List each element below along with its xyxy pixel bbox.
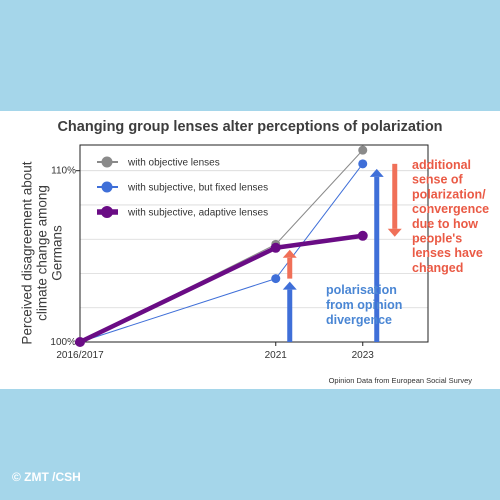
plot-frame [79, 144, 429, 343]
divergence-arrow-2023 [369, 168, 384, 342]
copyright-text: © ZMT /CSH [12, 470, 81, 484]
arrow-shaft [287, 289, 293, 342]
grid [80, 170, 428, 309]
series-line [79, 149, 364, 343]
data-point [358, 145, 368, 155]
lens-change-annotation-line: people's [412, 232, 462, 246]
arrow-head [282, 249, 297, 258]
arrow-head [387, 228, 402, 237]
lens-change-annotation-line: sense of [412, 173, 464, 187]
lens-change-annotation-line: additional [412, 158, 471, 172]
data-point [271, 274, 281, 284]
data-point [357, 230, 368, 241]
divergence-annotation-line: polarisation [326, 283, 397, 297]
series-lines [75, 145, 368, 347]
arrow-head [282, 281, 297, 290]
data-point [270, 242, 281, 253]
series-line [77, 233, 365, 345]
arrow-shaft [392, 163, 398, 229]
lens-change-arrow-2021 [282, 249, 297, 279]
y-tick-label: 100% [50, 337, 76, 348]
y-tick-label: 110% [51, 166, 76, 177]
data-point [75, 337, 85, 347]
legend-marker [101, 156, 113, 168]
lens-change-annotation-line: due to how [412, 217, 478, 231]
lens-change-annotation-line: convergence [412, 202, 489, 216]
divergence-annotation-line: divergence [326, 313, 392, 327]
lens-change-annotation-line: changed [412, 261, 463, 275]
x-tick-label: 2021 [265, 350, 288, 361]
x-tick-label: 2023 [352, 350, 375, 361]
legend-label: with objective lenses [127, 158, 220, 169]
lens-change-annotation-line: polarization/ [412, 187, 486, 201]
x-tick-label: 2016/2017 [56, 350, 104, 361]
legend: with objective lenses with subjective, bu… [97, 156, 268, 219]
lens-change-arrow-2023 [387, 163, 402, 237]
legend-marker [101, 181, 113, 193]
arrow-shaft [374, 176, 380, 342]
arrow-head [369, 168, 384, 177]
arrow-shaft [287, 257, 293, 279]
legend-marker [101, 206, 113, 218]
legend-label: with subjective, adaptive lenses [127, 208, 268, 219]
data-point [358, 159, 368, 169]
source-note: Opinion Data from European Social Survey [328, 376, 472, 385]
legend-label: with subjective, but fixed lenses [127, 183, 268, 194]
divergence-annotation-line: from opinion [326, 298, 402, 312]
divergence-arrow-2021 [282, 281, 297, 342]
annotation-arrows [282, 163, 402, 342]
chart-title: Changing group lenses alter perceptions … [57, 119, 443, 135]
lens-change-annotation-line: lenses have [412, 246, 483, 260]
